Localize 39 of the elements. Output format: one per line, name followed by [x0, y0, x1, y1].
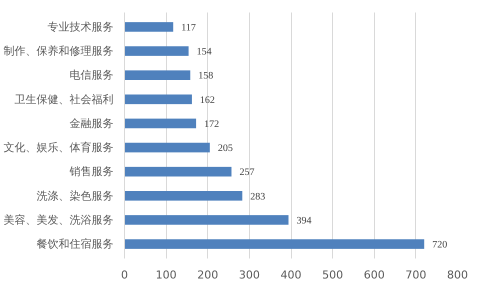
- x-tick-label: 0: [121, 268, 128, 282]
- bar: [124, 70, 190, 80]
- bar: [124, 142, 210, 152]
- bar: [124, 239, 424, 249]
- y-tick-label: 文化、娱乐、体育服务: [4, 141, 114, 154]
- y-tick-label: 制作、保养和修理服务: [4, 44, 114, 58]
- y-tick-label: 电信服务: [70, 68, 114, 82]
- data-label: 162: [200, 94, 215, 106]
- x-tick-label: 400: [280, 268, 302, 282]
- bar: [124, 215, 289, 225]
- y-tick-label: 专业技术服务: [48, 20, 114, 34]
- data-label: 394: [296, 215, 312, 226]
- data-label: 172: [204, 118, 220, 130]
- data-label: 283: [250, 191, 266, 202]
- x-tick-label: 100: [156, 268, 177, 282]
- y-tick-label: 销售服务: [68, 165, 114, 178]
- data-label: 720: [432, 240, 448, 251]
- data-label: 158: [198, 70, 214, 82]
- bar: [124, 94, 192, 104]
- x-tick-label: 600: [364, 268, 385, 282]
- y-tick-label: 金融服务: [70, 116, 114, 130]
- bar: [124, 118, 196, 128]
- bar: [124, 190, 242, 201]
- x-tick-label: 500: [322, 268, 344, 282]
- data-label: 117: [181, 22, 196, 34]
- y-tick-label: 洗涤、染色服务: [36, 189, 114, 202]
- x-tick-label: 800: [447, 268, 468, 282]
- bar: [124, 46, 189, 56]
- x-tick-label: 700: [405, 268, 426, 282]
- data-label: 257: [239, 167, 254, 178]
- bar: [124, 166, 232, 176]
- bar: [124, 22, 174, 32]
- data-label: 154: [196, 46, 212, 58]
- y-tick-label: 卫生保健、社会福利: [14, 92, 114, 106]
- y-tick-label: 美容、美发、洗浴服务: [4, 213, 114, 226]
- y-tick-label: 餐饮和住宿服务: [36, 238, 114, 251]
- x-tick-label: 300: [238, 268, 260, 282]
- data-label: 205: [218, 143, 233, 154]
- x-tick-label: 200: [197, 268, 218, 282]
